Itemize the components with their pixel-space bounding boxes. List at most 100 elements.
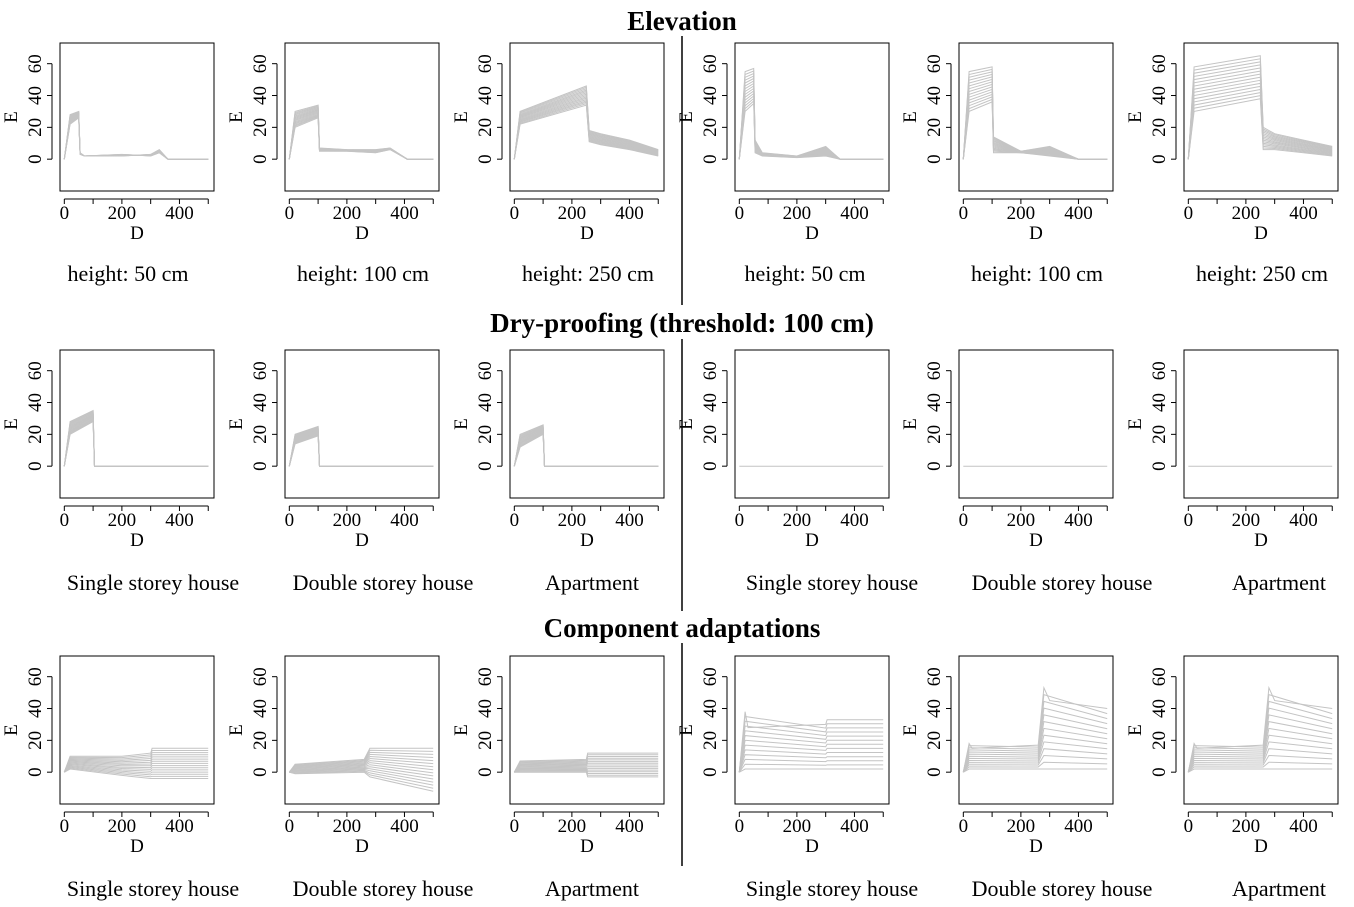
- series-line: [738, 102, 884, 160]
- series-line: [64, 768, 209, 779]
- y-tick-label: 60: [475, 361, 496, 380]
- y-tick-label: 20: [1149, 118, 1170, 137]
- y-axis-label: E: [900, 724, 921, 736]
- y-axis-label: E: [676, 418, 697, 430]
- y-tick-label: 0: [250, 767, 271, 777]
- x-tick-label: 0: [735, 816, 745, 837]
- x-tick-label: 400: [1064, 510, 1093, 531]
- series-line: [738, 739, 884, 773]
- x-axis-label: D: [580, 836, 594, 857]
- x-tick-label: 0: [1184, 510, 1194, 531]
- series-line: [289, 771, 434, 792]
- series-line: [962, 734, 1108, 773]
- series-line: [63, 112, 209, 160]
- series-line: [63, 115, 209, 160]
- x-tick-label: 200: [108, 203, 137, 224]
- panel-caption: Single storey house: [746, 570, 918, 595]
- x-axis-label: D: [130, 836, 144, 857]
- plot-frame: [59, 349, 215, 499]
- y-tick-label: 60: [924, 667, 945, 686]
- series-line: [738, 82, 884, 160]
- series-line: [288, 114, 434, 160]
- x-tick-label: 200: [1007, 816, 1036, 837]
- x-tick-label: 200: [558, 203, 587, 224]
- x-tick-label: 200: [783, 816, 812, 837]
- series-line: [962, 748, 1108, 773]
- x-tick-label: 400: [1064, 203, 1093, 224]
- x-tick-label: 200: [333, 203, 362, 224]
- panel-caption: Single storey house: [67, 570, 239, 595]
- series-line: [962, 101, 1108, 160]
- y-tick-label: 40: [25, 393, 46, 412]
- y-tick-label: 20: [475, 731, 496, 750]
- y-tick-label: 60: [924, 54, 945, 73]
- series-line: [738, 744, 884, 773]
- series-line: [738, 77, 884, 160]
- series-line: [63, 763, 209, 773]
- y-axis-label: E: [1125, 724, 1146, 736]
- y-tick-label: 60: [700, 667, 721, 686]
- plot-frame: [958, 349, 1114, 499]
- series-line: [514, 769, 659, 774]
- y-tick-label: 40: [700, 699, 721, 718]
- panel: 0 200 400 D 0 20 40 60 E Double storey house: [226, 349, 474, 595]
- series-line: [738, 75, 884, 160]
- y-tick-label: 40: [924, 393, 945, 412]
- panel: 0 200 400 D 0 20 40 60 E Apartment: [451, 655, 665, 901]
- x-tick-label: 400: [165, 510, 194, 531]
- series-line: [63, 420, 209, 467]
- panel-caption: Apartment: [1232, 876, 1326, 901]
- series-line: [63, 419, 209, 467]
- panel: 0 200 400 D 0 20 40 60 E Single storey house: [1, 349, 239, 595]
- x-axis-label: D: [355, 530, 369, 551]
- y-tick-label: 0: [250, 154, 271, 164]
- plot-frame: [284, 655, 440, 805]
- y-tick-label: 40: [1149, 699, 1170, 718]
- series-line: [739, 768, 884, 773]
- x-tick-label: 400: [840, 816, 869, 837]
- x-tick-label: 0: [959, 816, 969, 837]
- y-tick-label: 0: [924, 154, 945, 164]
- plot-frame: [59, 655, 215, 805]
- y-tick-label: 40: [924, 699, 945, 718]
- series-line: [513, 433, 659, 467]
- y-tick-label: 20: [25, 731, 46, 750]
- y-tick-label: 40: [924, 86, 945, 105]
- plot-frame: [59, 42, 215, 192]
- x-tick-label: 400: [1289, 510, 1318, 531]
- plot-frame: [734, 42, 890, 192]
- section-title: Component adaptations: [544, 613, 821, 643]
- series-line: [63, 418, 209, 467]
- y-tick-label: 20: [700, 118, 721, 137]
- x-axis-label: D: [580, 530, 594, 551]
- series-line: [63, 112, 209, 160]
- series-line: [962, 71, 1108, 160]
- x-axis-label: D: [130, 530, 144, 551]
- panel-caption: Single storey house: [746, 876, 918, 901]
- y-tick-label: 0: [25, 461, 46, 471]
- x-axis-label: D: [805, 530, 819, 551]
- y-axis-label: E: [1, 111, 22, 123]
- x-axis-label: D: [355, 836, 369, 857]
- x-tick-label: 200: [108, 816, 137, 837]
- series-line: [738, 754, 884, 773]
- y-tick-label: 40: [700, 86, 721, 105]
- y-axis-label: E: [226, 418, 247, 430]
- y-tick-label: 20: [475, 118, 496, 137]
- series-line: [63, 116, 209, 160]
- y-tick-label: 0: [475, 154, 496, 164]
- y-tick-label: 20: [700, 425, 721, 444]
- series-line: [514, 770, 659, 776]
- x-axis-label: D: [355, 223, 369, 244]
- series-line: [1187, 734, 1333, 773]
- panel: 0 200 400 D 0 20 40 60 E Apartment: [1125, 655, 1339, 901]
- x-axis-label: D: [805, 836, 819, 857]
- x-tick-label: 400: [1289, 203, 1318, 224]
- y-axis-label: E: [1125, 418, 1146, 430]
- panel-caption: Double storey house: [293, 570, 474, 595]
- series-line: [63, 110, 209, 160]
- x-axis-label: D: [1029, 223, 1043, 244]
